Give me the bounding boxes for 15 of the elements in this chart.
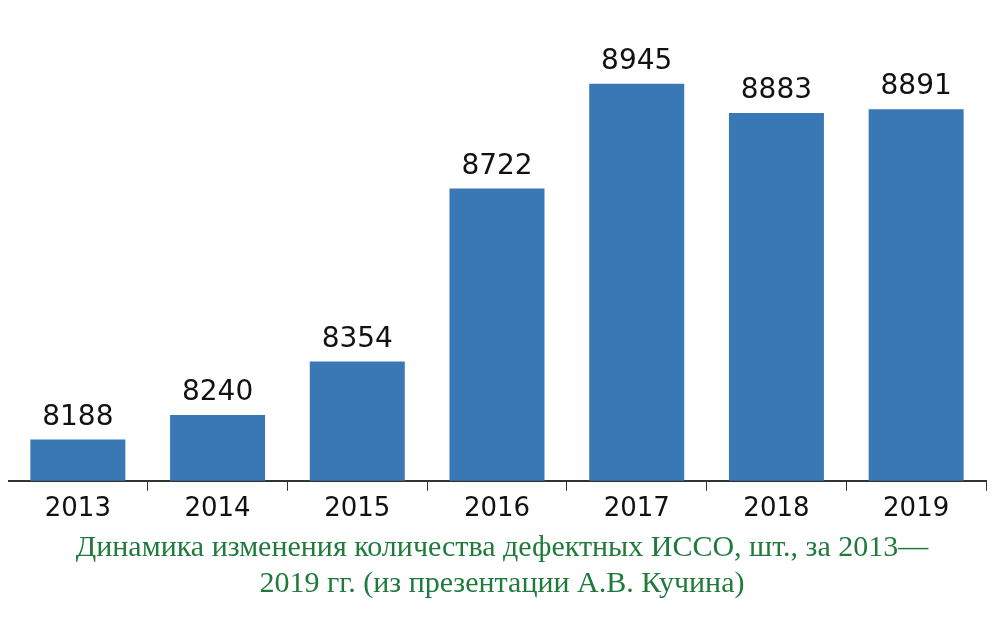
x-tick-label: 2013 bbox=[44, 492, 111, 523]
x-tick-label: 2014 bbox=[184, 492, 251, 523]
data-label: 8354 bbox=[321, 320, 393, 354]
x-tick-label: 2015 bbox=[324, 492, 391, 523]
x-tick-label: 2016 bbox=[463, 492, 531, 523]
data-label: 8188 bbox=[42, 398, 114, 432]
data-label: 8945 bbox=[601, 43, 673, 77]
text: Динамика изменения количества дефектных ИССО, шт., за 2013—2019 гг. (из презентации А.В. Кучина) bbox=[74, 528, 930, 600]
data-label: 8891 bbox=[880, 68, 952, 102]
x-tick-label: 2019 bbox=[883, 492, 950, 523]
data-label: 8722 bbox=[461, 147, 533, 181]
x-tick-label: 2017 bbox=[603, 492, 670, 523]
x-tick-label: 2018 bbox=[743, 492, 810, 523]
data-label: 8883 bbox=[740, 72, 813, 106]
data-label: 8240 bbox=[181, 374, 254, 408]
